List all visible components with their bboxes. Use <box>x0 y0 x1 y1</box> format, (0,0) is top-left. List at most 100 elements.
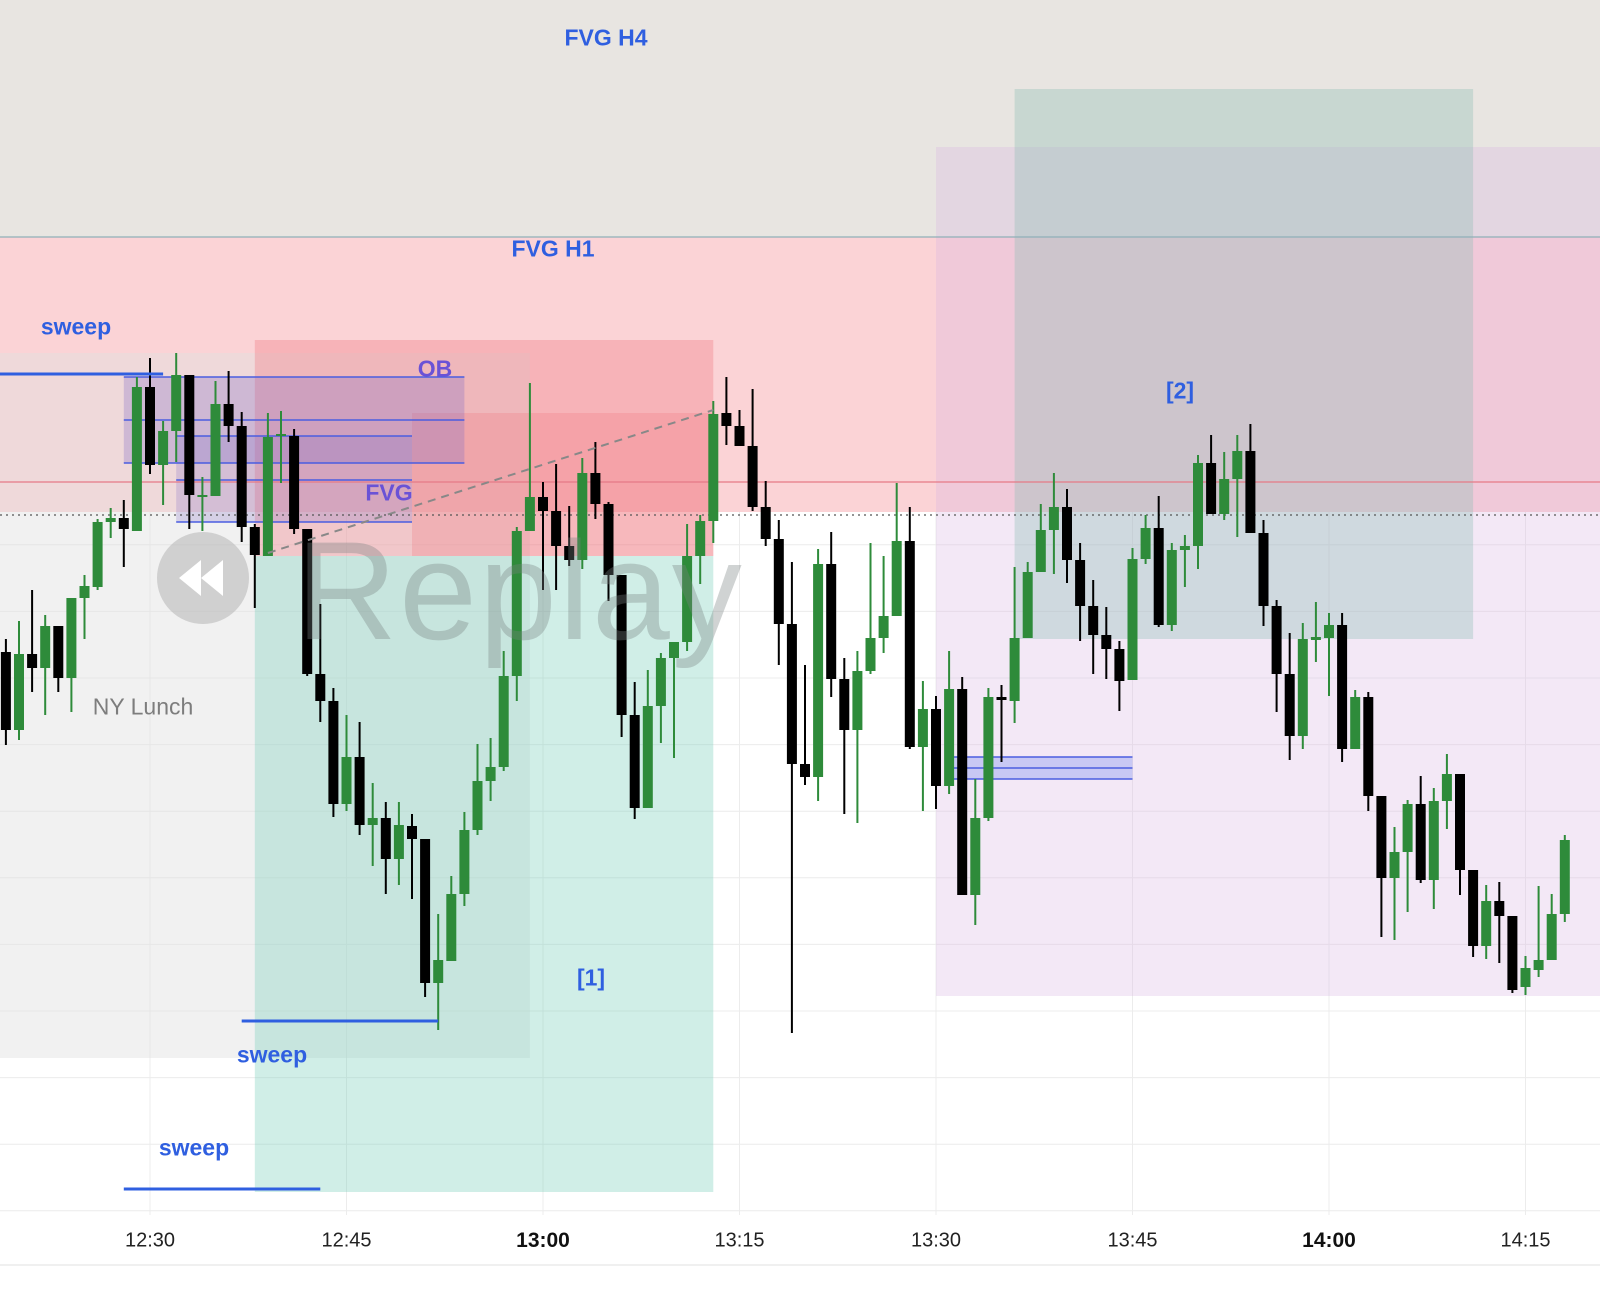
candle-up <box>66 598 77 712</box>
candle-down <box>996 685 1007 762</box>
candle-body <box>393 825 404 859</box>
candle-up <box>197 477 208 531</box>
ny-lunch-label: NY Lunch <box>92 693 194 720</box>
x-tick-label: 12:30 <box>124 1229 176 1252</box>
candle-body <box>839 679 850 730</box>
candle-body <box>1337 625 1348 749</box>
candle-down <box>1114 641 1125 711</box>
zones <box>0 0 1600 1192</box>
candle-up <box>1166 543 1177 631</box>
candle-body <box>931 709 941 786</box>
candle-body <box>747 446 758 507</box>
candle-body <box>1441 774 1452 801</box>
candle-body <box>1559 840 1570 914</box>
fvg-h4-zone <box>0 0 1600 237</box>
candle-body <box>642 706 653 808</box>
candle-body <box>92 522 103 587</box>
candle-down <box>289 429 300 534</box>
candle-body <box>538 497 548 511</box>
candle-body <box>629 715 640 808</box>
candle-body <box>498 676 509 767</box>
candle-down <box>1206 435 1217 514</box>
x-tick-label: 13:15 <box>714 1229 765 1252</box>
candle-body <box>891 541 902 616</box>
zone-2-box <box>1014 89 1474 639</box>
candle-body <box>813 564 824 777</box>
candle-up <box>433 914 444 1030</box>
candle-up <box>341 715 352 811</box>
candle-up <box>1022 562 1033 638</box>
fvg-h1-label: FVG H1 <box>511 235 595 262</box>
candle-down <box>786 562 797 1033</box>
candle-body <box>1310 637 1321 640</box>
candle-up <box>1481 885 1492 959</box>
candle-body <box>1114 649 1125 681</box>
candle-down <box>1075 543 1086 641</box>
candle-body <box>669 642 679 658</box>
candle-up <box>92 519 103 590</box>
candle-body <box>249 527 260 555</box>
candle-down <box>380 802 391 894</box>
candle-down <box>760 481 771 546</box>
candle-up <box>1127 548 1138 680</box>
sweep-label-bottom: sweep <box>158 1134 230 1161</box>
candle-down <box>603 502 614 601</box>
candle-down <box>734 410 745 446</box>
trend-line[interactable] <box>267 409 714 554</box>
candle-up <box>1232 435 1243 537</box>
candle-body <box>171 375 182 431</box>
candle-body <box>341 757 352 804</box>
candle-up <box>1048 473 1059 574</box>
candle-body <box>904 541 915 747</box>
candle-down <box>236 412 247 542</box>
candle-body <box>800 764 810 777</box>
candle-body <box>302 529 313 674</box>
candle-up <box>446 876 457 961</box>
candle-body <box>53 626 64 678</box>
candle-up <box>485 738 496 801</box>
candle-body <box>983 697 994 818</box>
candle-body <box>40 626 51 668</box>
candle-down <box>1455 774 1465 895</box>
zone-1-label: [1] <box>576 964 606 991</box>
candle-up <box>210 381 221 496</box>
stop-zone-1-inner <box>412 413 714 556</box>
candle-body <box>105 518 116 522</box>
candle-body <box>1284 674 1295 736</box>
candle-down <box>629 682 640 819</box>
candle-up <box>158 421 169 505</box>
candle-up <box>79 575 90 639</box>
candle-down <box>1507 916 1518 993</box>
candle-body <box>158 431 169 465</box>
candle-down <box>1415 776 1426 883</box>
candle-body <box>420 839 431 983</box>
candle-body <box>524 497 535 531</box>
candle-body <box>1193 463 1203 546</box>
candle-body <box>184 375 195 495</box>
candle-down <box>420 839 431 997</box>
candle-body <box>760 507 771 539</box>
sweep-lines <box>0 372 439 1191</box>
candle-up <box>1310 602 1321 662</box>
candle-up <box>131 377 142 531</box>
x-tick-label: 14:15 <box>1500 1229 1551 1252</box>
candle-up <box>14 621 24 740</box>
candle-body <box>1271 606 1282 674</box>
candle-body <box>682 556 693 642</box>
candle-down <box>184 375 195 529</box>
candle-up <box>669 642 679 758</box>
candle-body <box>1363 697 1374 796</box>
candle-body <box>721 413 732 426</box>
candle-body <box>328 701 339 804</box>
candle-body <box>1507 916 1518 990</box>
candle-down <box>538 482 548 590</box>
candle-body <box>14 654 24 730</box>
candle-up <box>1140 515 1151 564</box>
candle-body <box>708 414 719 521</box>
candle-body <box>551 511 562 546</box>
candle-up <box>917 681 928 811</box>
candle-down <box>826 532 837 697</box>
candle-body <box>66 598 77 678</box>
sweep-label-mid: sweep <box>236 1041 308 1068</box>
